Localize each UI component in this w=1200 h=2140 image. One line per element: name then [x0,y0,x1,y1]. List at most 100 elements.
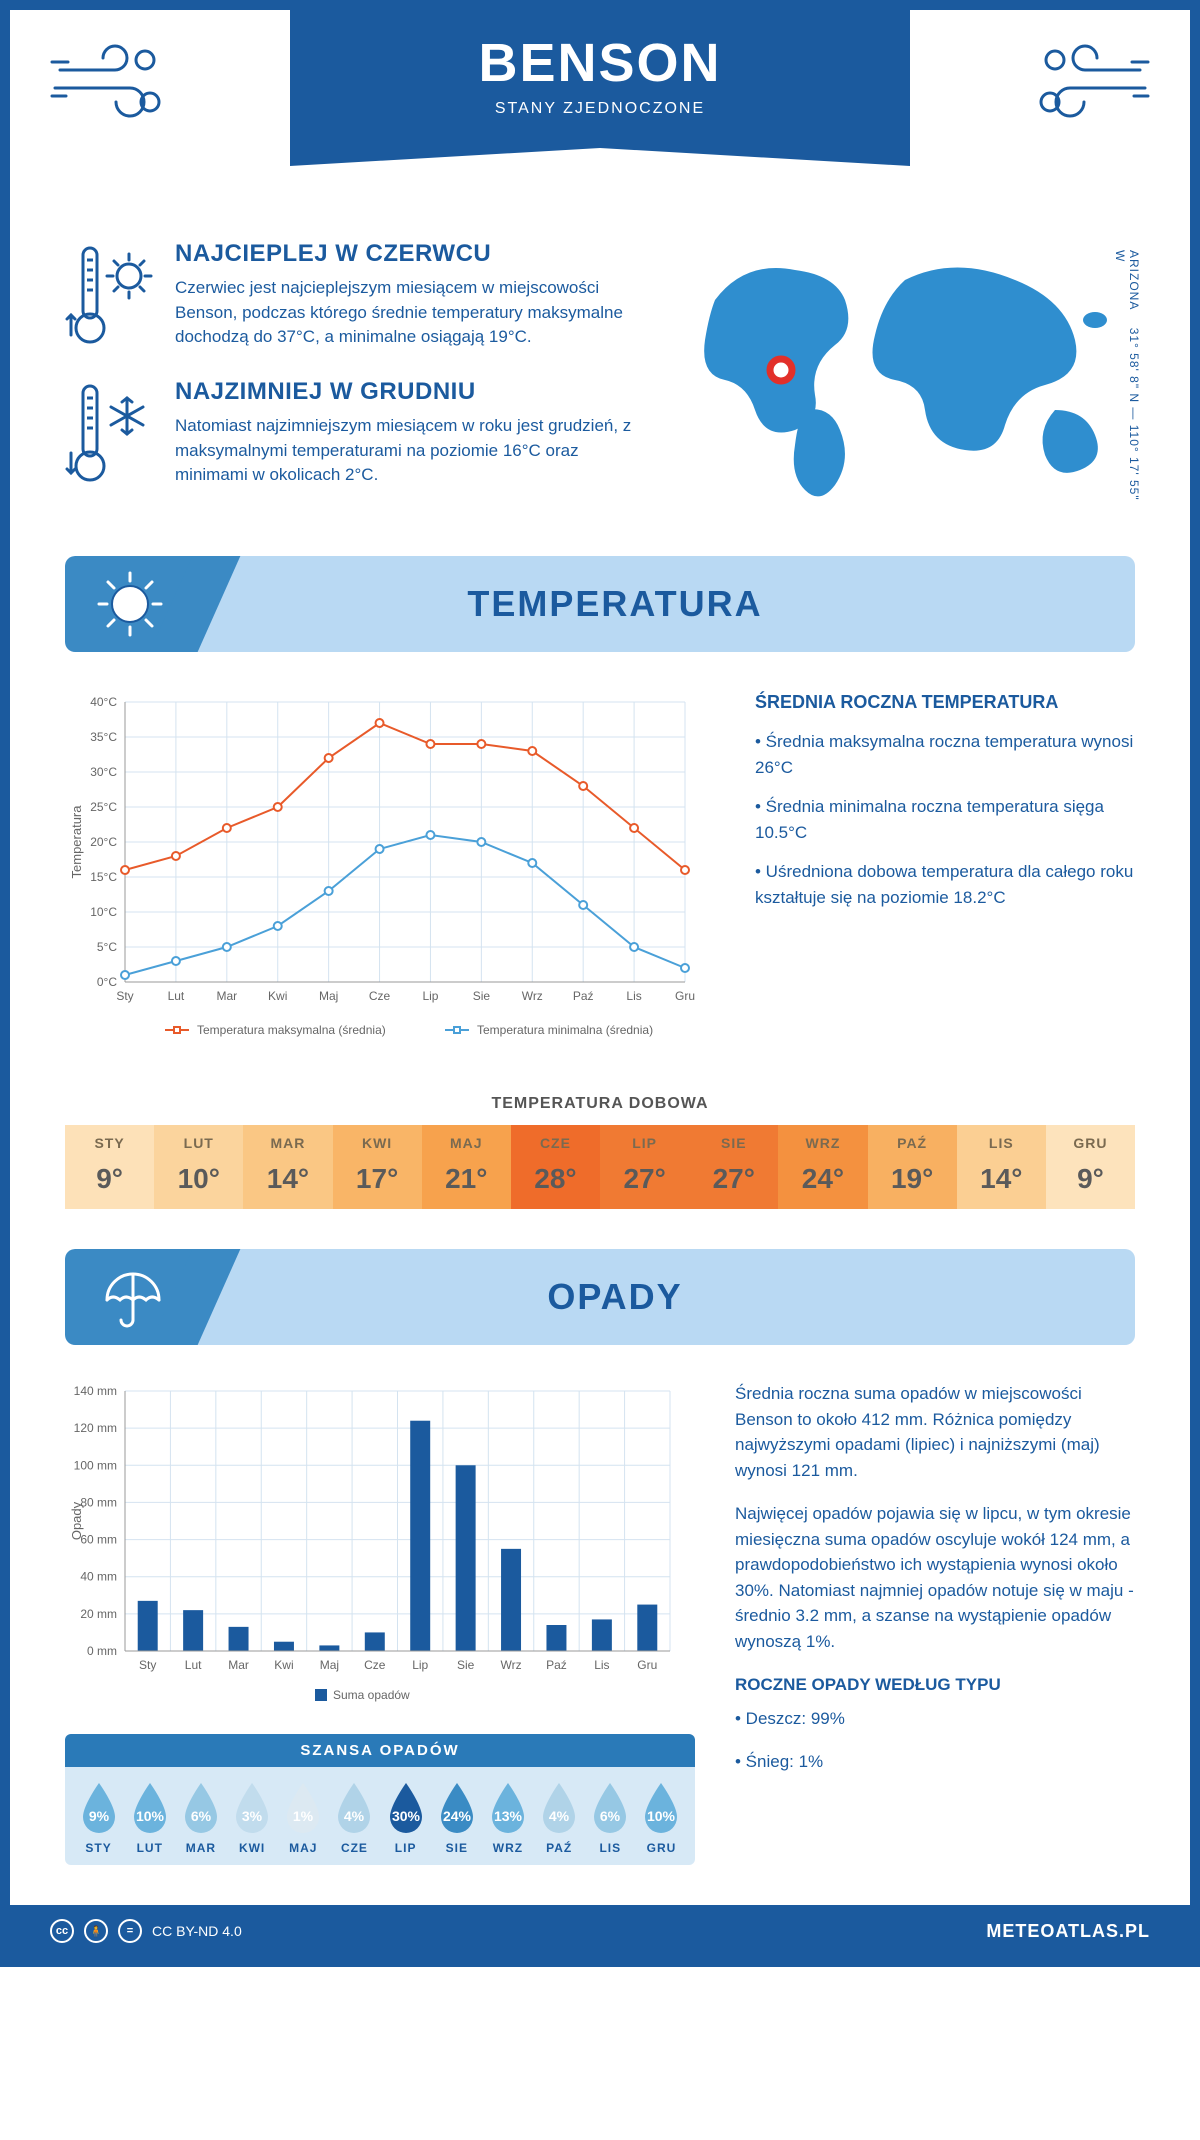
coldest-desc: Natomiast najzimniejszym miesiącem w rok… [175,414,655,488]
svg-text:20°C: 20°C [90,835,117,849]
daily-temp-cell: LIS14° [957,1125,1046,1209]
precip-type-title: ROCZNE OPADY WEDŁUG TYPU [735,1672,1135,1698]
svg-text:9%: 9% [88,1808,109,1824]
raindrop-icon: 10% [128,1781,172,1835]
svg-text:Kwi: Kwi [268,989,287,1003]
page: BENSON STANY ZJEDNOCZONE [0,0,1200,1967]
chance-cell: 10% LUT [124,1781,175,1855]
chance-cell: 30% LIP [380,1781,431,1855]
precip-body: 0 mm20 mm40 mm60 mm80 mm100 mm120 mm140 … [10,1345,1190,1875]
temperature-title: TEMPERATURA [195,583,1135,625]
temp-bullet: • Średnia maksymalna roczna temperatura … [755,729,1135,780]
svg-text:Paź: Paź [573,989,594,1003]
svg-text:Sty: Sty [116,989,133,1003]
svg-text:Lut: Lut [168,989,185,1003]
svg-text:30°C: 30°C [90,765,117,779]
daily-temp-cell: LIP27° [600,1125,689,1209]
svg-text:13%: 13% [494,1808,523,1824]
svg-text:Lip: Lip [422,989,438,1003]
svg-text:0°C: 0°C [97,975,117,989]
daily-temp-cell: CZE28° [511,1125,600,1209]
footer: cc 🧍 = CC BY-ND 4.0 METEOATLAS.PL [10,1905,1190,1957]
svg-text:Maj: Maj [320,1658,339,1672]
svg-text:Cze: Cze [369,989,391,1003]
raindrop-icon: 4% [537,1781,581,1835]
coordinates-label: ARIZONA 31° 58' 8" N — 110° 17' 55" W [1113,250,1141,516]
svg-text:6%: 6% [600,1808,621,1824]
precip-title: OPADY [195,1276,1135,1318]
intro-text-column: NAJCIEPLEJ W CZERWCU Czerwiec jest najci… [65,240,655,516]
svg-text:Mar: Mar [228,1658,249,1672]
daily-temp-row: STY9°LUT10°MAR14°KWI17°MAJ21°CZE28°LIP27… [65,1125,1135,1209]
precip-bar-chart: 0 mm20 mm40 mm60 mm80 mm100 mm120 mm140 … [65,1381,685,1711]
svg-text:40 mm: 40 mm [80,1570,117,1584]
chance-cell: 13% WRZ [482,1781,533,1855]
raindrop-icon: 6% [588,1781,632,1835]
raindrop-icon: 10% [639,1781,683,1835]
umbrella-icon [65,1249,195,1345]
svg-text:Temperatura: Temperatura [69,805,84,879]
temp-bullet: • Średnia minimalna roczna temperatura s… [755,794,1135,845]
svg-text:140 mm: 140 mm [74,1384,117,1398]
svg-text:Sie: Sie [473,989,491,1003]
svg-text:Sty: Sty [139,1658,156,1672]
svg-text:Maj: Maj [319,989,338,1003]
page-subtitle: STANY ZJEDNOCZONE [290,100,910,118]
svg-text:80 mm: 80 mm [80,1495,117,1509]
site-name: METEOATLAS.PL [986,1921,1150,1942]
raindrop-icon: 4% [332,1781,376,1835]
svg-text:Temperatura maksymalna (średni: Temperatura maksymalna (średnia) [197,1023,386,1037]
svg-text:120 mm: 120 mm [74,1421,117,1435]
svg-text:Lis: Lis [626,989,641,1003]
svg-text:6%: 6% [191,1808,212,1824]
warmest-block: NAJCIEPLEJ W CZERWCU Czerwiec jest najci… [65,240,655,350]
precip-section-header: OPADY [65,1249,1135,1345]
svg-text:Wrz: Wrz [522,989,543,1003]
daily-temp-cell: MAJ21° [422,1125,511,1209]
svg-text:Lip: Lip [412,1658,428,1672]
warmest-desc: Czerwiec jest najcieplejszym miesiącem w… [175,276,655,350]
precip-paragraph: Średnia roczna suma opadów w miejscowośc… [735,1381,1135,1483]
raindrop-icon: 1% [281,1781,325,1835]
svg-text:35°C: 35°C [90,730,117,744]
chance-cell: 9% STY [73,1781,124,1855]
precip-left-column: 0 mm20 mm40 mm60 mm80 mm100 mm120 mm140 … [65,1381,695,1865]
svg-text:100 mm: 100 mm [74,1458,117,1472]
coldest-title: NAJZIMNIEJ W GRUDNIU [175,378,655,406]
svg-text:40°C: 40°C [90,695,117,709]
precip-text-column: Średnia roczna suma opadów w miejscowośc… [735,1381,1135,1865]
svg-text:20 mm: 20 mm [80,1607,117,1621]
wind-icon [50,40,170,130]
nd-icon: = [118,1919,142,1943]
daily-temp-cell: WRZ24° [778,1125,867,1209]
chance-row: 9% STY 10% LUT 6% MAR 3% KWI 1% MAJ 4% C… [65,1767,695,1865]
svg-text:Gru: Gru [675,989,695,1003]
warmest-text: NAJCIEPLEJ W CZERWCU Czerwiec jest najci… [175,240,655,350]
svg-text:Cze: Cze [364,1658,386,1672]
svg-text:4%: 4% [344,1808,365,1824]
world-map-icon [695,240,1135,500]
svg-text:5°C: 5°C [97,940,117,954]
svg-text:0 mm: 0 mm [87,1644,117,1658]
raindrop-icon: 30% [384,1781,428,1835]
daily-temp-cell: SIE27° [689,1125,778,1209]
coldest-block: NAJZIMNIEJ W GRUDNIU Natomiast najzimnie… [65,378,655,488]
cc-icon: cc [50,1919,74,1943]
location-marker-icon [770,359,792,381]
precip-type-bullet: • Deszcz: 99% [735,1706,1135,1732]
raindrop-icon: 6% [179,1781,223,1835]
svg-text:Lis: Lis [594,1658,609,1672]
daily-temp-cell: KWI17° [333,1125,422,1209]
precip-chance-box: SZANSA OPADÓW 9% STY 10% LUT 6% MAR 3% K… [65,1734,695,1865]
chance-title: SZANSA OPADÓW [65,1734,695,1767]
chance-cell: 3% KWI [227,1781,278,1855]
coldest-text: NAJZIMNIEJ W GRUDNIU Natomiast najzimnie… [175,378,655,488]
precip-paragraph: Najwięcej opadów pojawia się w lipcu, w … [735,1501,1135,1654]
license-block: cc 🧍 = CC BY-ND 4.0 [50,1919,242,1943]
daily-temp-cell: GRU9° [1046,1125,1135,1209]
chance-cell: 1% MAJ [278,1781,329,1855]
svg-text:1%: 1% [293,1808,314,1824]
svg-text:3%: 3% [242,1808,263,1824]
temperature-section-header: TEMPERATURA [65,556,1135,652]
svg-text:15°C: 15°C [90,870,117,884]
